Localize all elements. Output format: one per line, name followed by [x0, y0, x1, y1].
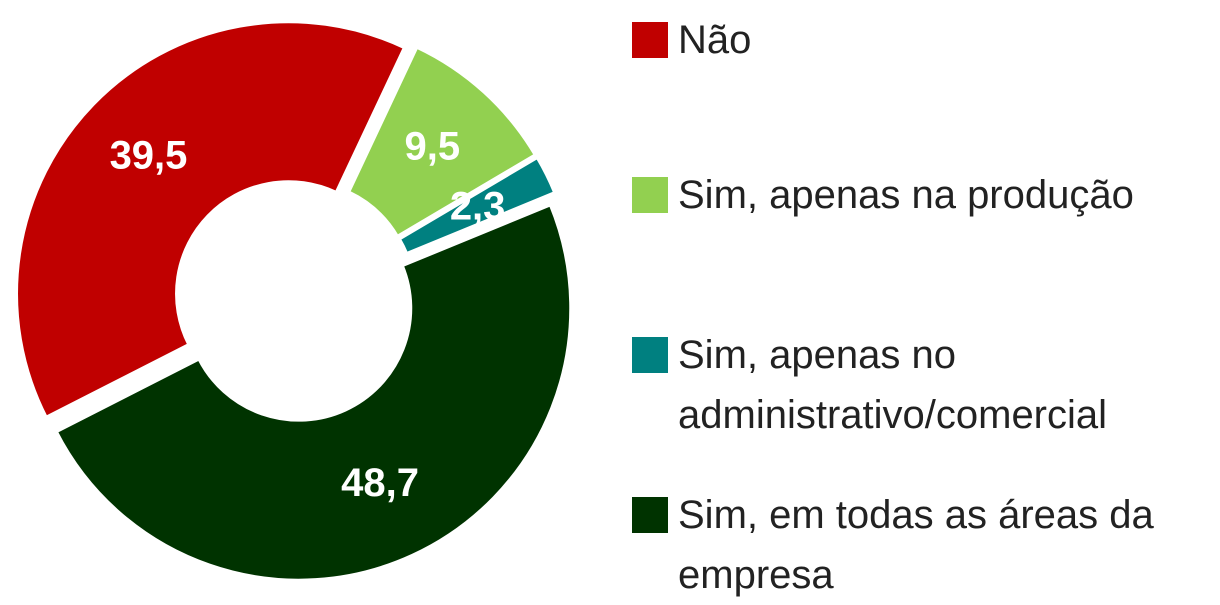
legend-label: Sim, em todas as áreas da empresa [678, 493, 1154, 597]
data-label: 2,3 [450, 185, 506, 229]
legend-item: Não [632, 10, 1208, 70]
legend-swatch [632, 22, 668, 58]
data-label: 39,5 [110, 134, 188, 178]
legend-item: Sim, apenas na produção [632, 165, 1208, 225]
legend-label: Não [678, 18, 752, 62]
slice [346, 45, 538, 239]
data-label: 48,7 [341, 461, 419, 505]
legend-swatch [632, 177, 668, 213]
legend-item: Sim, em todas as áreas da empresa [632, 485, 1208, 605]
page: 39,5 9,5 2,3 48,7 Não Sim, apenas na produçã… [15, 10, 1208, 597]
chart: 39,5 9,5 2,3 48,7 [15, 20, 573, 582]
slice [15, 20, 407, 420]
legend-item: Sim, apenas no administrativo/comercial [632, 325, 1208, 445]
slice [54, 202, 573, 582]
slice [397, 155, 557, 256]
legend-swatch [632, 497, 668, 533]
legend-label: Sim, apenas na produção [678, 173, 1134, 217]
legend-swatch [632, 337, 668, 373]
legend-label: Sim, apenas no administrativo/comercial [678, 333, 1108, 437]
data-label: 9,5 [404, 125, 460, 169]
